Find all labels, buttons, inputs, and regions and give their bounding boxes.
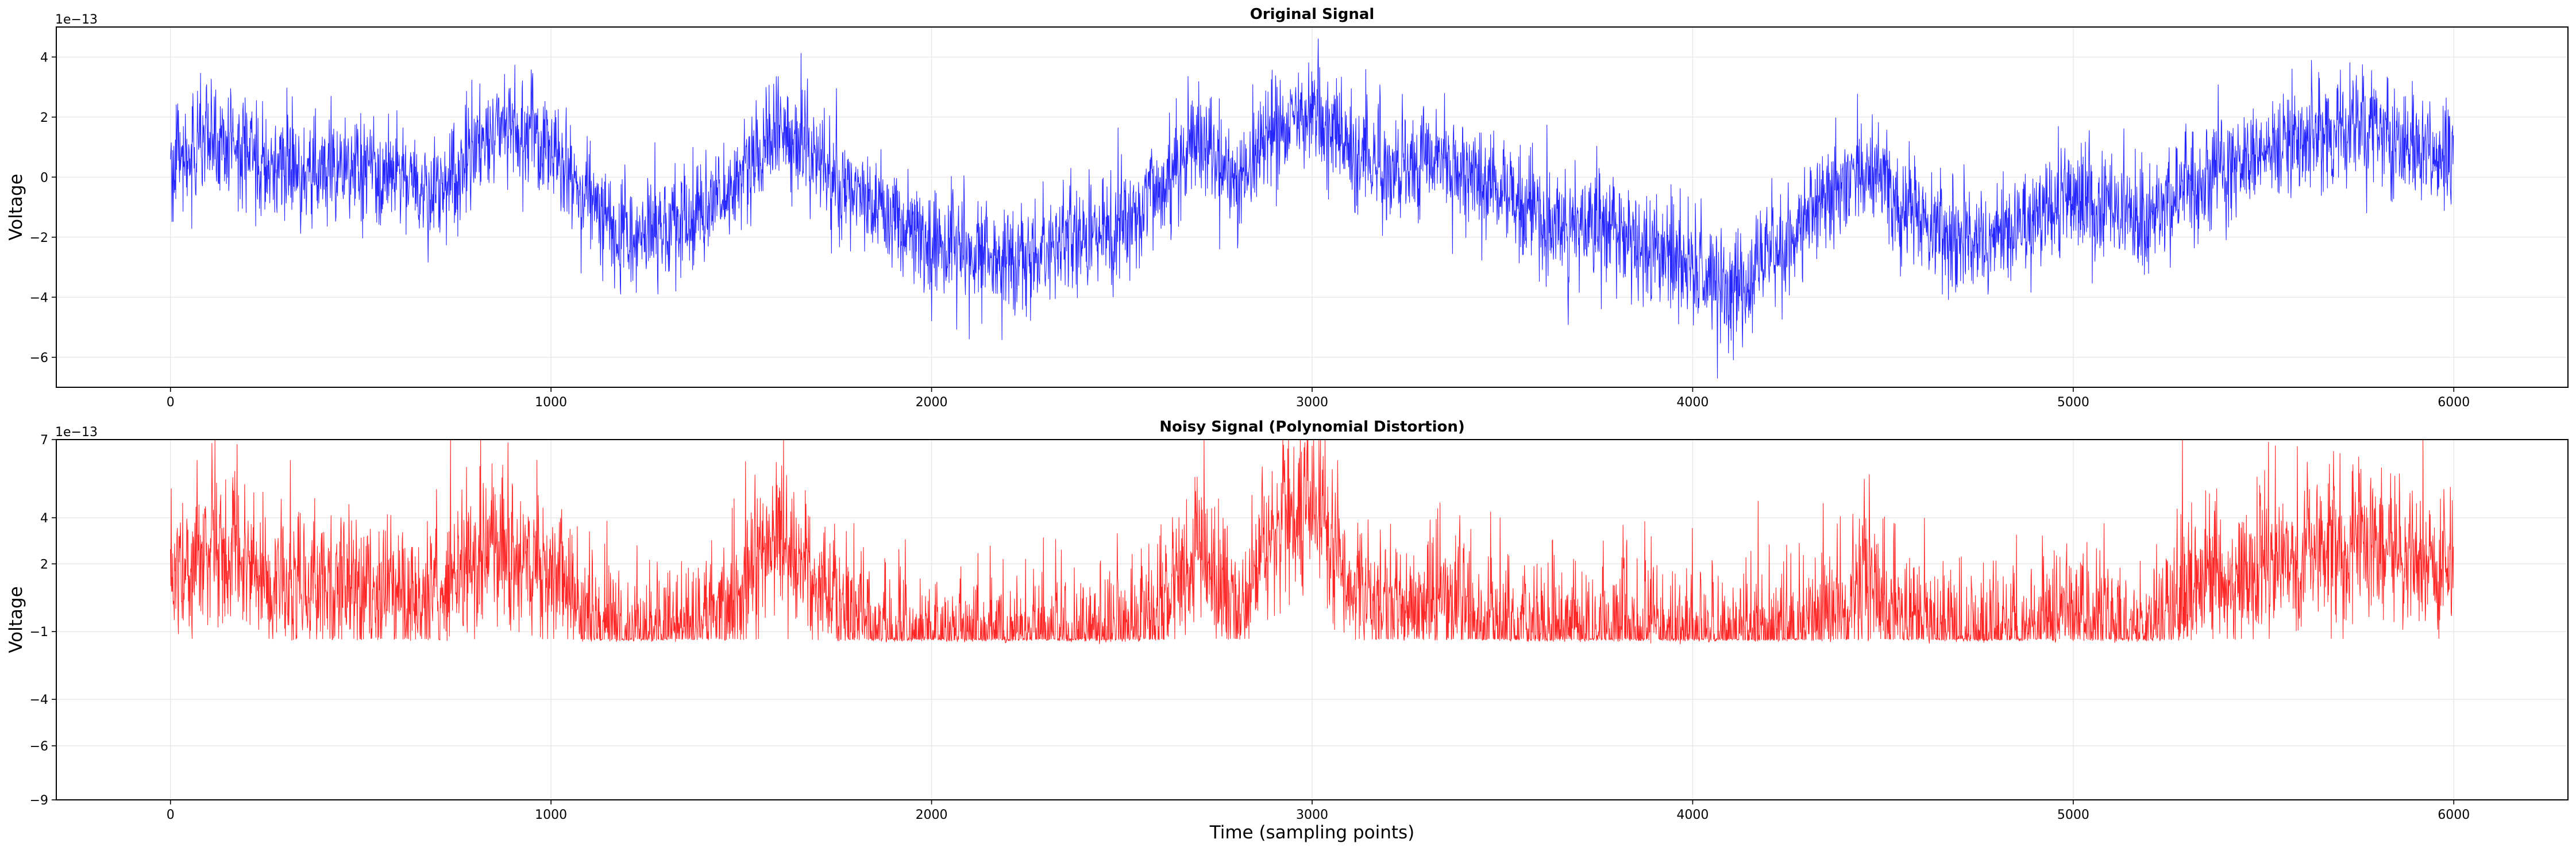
y-tick-label: −6 bbox=[30, 351, 48, 365]
original-y-axis-label: Voltage bbox=[6, 174, 26, 240]
y-tick-label: 7 bbox=[40, 433, 48, 448]
y-tick-label: −6 bbox=[30, 740, 48, 754]
x-tick-label: 0 bbox=[167, 395, 175, 410]
x-tick-label: 2000 bbox=[916, 808, 948, 822]
chart-original-signal: 0 1000 2000 3000 4000 5000 6000 −6 −4 −2 0 2 4 Orig… bbox=[6, 6, 2569, 410]
x-tick-label: 4000 bbox=[1676, 808, 1709, 822]
original-x-ticks: 0 1000 2000 3000 4000 5000 6000 bbox=[167, 387, 2470, 410]
original-signal-line bbox=[170, 38, 2454, 379]
x-tick-label: 4000 bbox=[1676, 395, 1709, 410]
x-tick-label: 1000 bbox=[535, 808, 567, 822]
y-tick-label: −1 bbox=[30, 625, 48, 640]
original-y-offset-text: 1e−13 bbox=[55, 13, 98, 27]
y-tick-label: 4 bbox=[40, 51, 48, 65]
noisy-y-offset-text: 1e−13 bbox=[55, 425, 98, 440]
noisy-y-axis-label: Voltage bbox=[6, 586, 26, 653]
noisy-signal-line bbox=[170, 439, 2454, 645]
x-tick-label: 5000 bbox=[2057, 808, 2089, 822]
original-chart-title: Original Signal bbox=[1250, 6, 1375, 23]
y-tick-label: −2 bbox=[30, 231, 48, 245]
x-tick-label: 3000 bbox=[1296, 808, 1328, 822]
y-tick-label: 4 bbox=[40, 511, 48, 526]
original-signal-trace bbox=[170, 38, 2454, 379]
y-tick-label: −4 bbox=[30, 693, 48, 707]
y-tick-label: −9 bbox=[30, 794, 48, 808]
x-tick-label: 5000 bbox=[2057, 395, 2089, 410]
y-tick-label: 2 bbox=[40, 557, 48, 572]
x-tick-label: 2000 bbox=[916, 395, 948, 410]
noisy-x-axis-label: Time (sampling points) bbox=[1209, 822, 1415, 843]
x-tick-label: 0 bbox=[167, 808, 175, 822]
y-tick-label: −4 bbox=[30, 291, 48, 305]
noisy-chart-title: Noisy Signal (Polynomial Distortion) bbox=[1159, 418, 1465, 436]
x-tick-label: 6000 bbox=[2438, 395, 2470, 410]
original-y-ticks: −6 −4 −2 0 2 4 bbox=[30, 51, 56, 365]
x-tick-label: 3000 bbox=[1296, 395, 1328, 410]
noisy-signal-trace bbox=[170, 439, 2454, 645]
y-tick-label: 2 bbox=[40, 111, 48, 125]
x-tick-label: 6000 bbox=[2438, 808, 2470, 822]
noisy-x-ticks: 0 1000 2000 3000 4000 5000 6000 bbox=[167, 800, 2470, 822]
noisy-y-ticks: −9 −6 −4 −1 2 4 7 bbox=[30, 433, 56, 808]
y-tick-label: 0 bbox=[40, 171, 48, 185]
chart-noisy-signal: 0 1000 2000 3000 4000 5000 6000 −9 −6 −4 −1 2 4 7 No… bbox=[6, 418, 2569, 843]
x-tick-label: 1000 bbox=[535, 395, 567, 410]
